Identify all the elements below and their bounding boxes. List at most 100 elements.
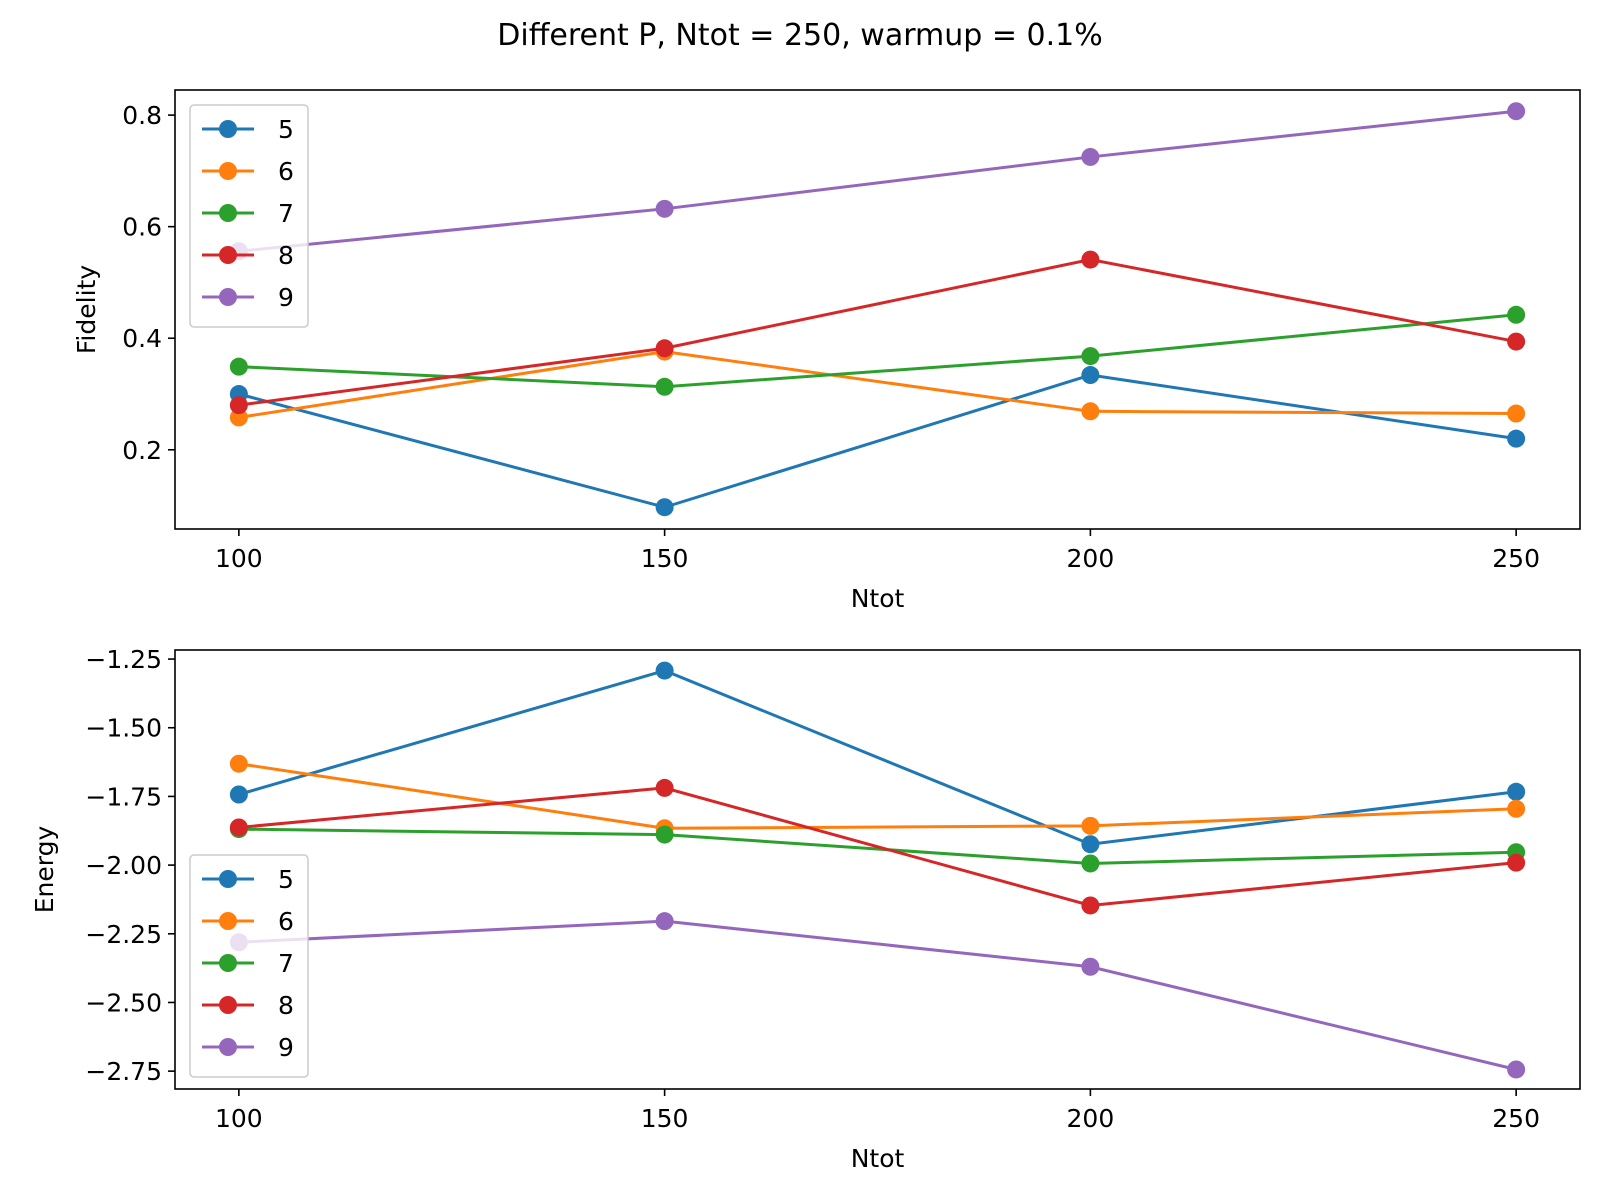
series-line <box>238 350 1517 419</box>
legend-item-9: 9 <box>202 283 294 312</box>
data-point <box>1081 896 1100 915</box>
legend-label: 5 <box>278 865 294 894</box>
legend-marker <box>219 246 237 264</box>
legend-label: 6 <box>278 907 294 936</box>
data-point <box>1507 782 1526 801</box>
chart-panel-2: 100 150 200 250 −1.25 −1.50 −1.75 −2.00 −2.25 −2.… <box>30 645 1581 1173</box>
x-axis-label: Ntot <box>851 1144 905 1173</box>
legend-marker <box>219 912 237 930</box>
legend-box <box>189 854 309 1078</box>
series-8 <box>229 250 1526 415</box>
legend-label: 8 <box>278 241 294 270</box>
x-tick-label: 150 <box>641 1104 689 1133</box>
series-9 <box>229 102 1526 261</box>
data-point <box>1507 799 1526 818</box>
legend-marker <box>219 870 237 888</box>
data-point <box>655 912 674 931</box>
data-point <box>1507 305 1526 324</box>
legend: 5 6 7 8 9 <box>189 104 309 328</box>
legend-box <box>189 104 309 328</box>
data-point <box>1081 816 1100 835</box>
data-point <box>1507 1060 1526 1079</box>
y-tick-label: −2.50 <box>85 988 162 1017</box>
x-axis-label: Ntot <box>851 584 905 613</box>
legend-item-6: 6 <box>202 907 294 936</box>
data-point <box>1081 957 1100 976</box>
legend-marker <box>219 120 237 138</box>
data-point <box>229 785 248 804</box>
legend-marker <box>219 204 237 222</box>
data-point <box>655 825 674 844</box>
data-point <box>1081 854 1100 873</box>
y-tick-label: 0.8 <box>122 101 162 130</box>
legend-label: 5 <box>278 115 294 144</box>
y-tick-label: −1.50 <box>85 714 162 743</box>
data-point <box>655 377 674 396</box>
data-point <box>229 357 248 376</box>
x-tick-label: 200 <box>1067 1104 1115 1133</box>
data-point <box>655 498 674 517</box>
legend-marker <box>219 288 237 306</box>
legend-item-8: 8 <box>202 991 294 1020</box>
x-tick-label: 100 <box>215 544 263 573</box>
data-point <box>1081 402 1100 421</box>
legend-label: 7 <box>278 949 294 978</box>
legend-item-7: 7 <box>202 199 294 228</box>
series-8 <box>229 778 1526 915</box>
series-6 <box>229 754 1526 838</box>
data-point <box>1081 366 1100 385</box>
series-line <box>238 109 1517 253</box>
data-point <box>655 339 674 358</box>
x-tick-label: 250 <box>1492 1104 1540 1133</box>
data-point <box>1081 347 1100 366</box>
y-tick-label: −2.25 <box>85 920 162 949</box>
legend-marker <box>219 996 237 1014</box>
data-point <box>229 754 248 773</box>
series-line <box>238 786 1517 908</box>
legend-marker <box>219 1038 237 1056</box>
legend-marker <box>219 954 237 972</box>
data-point <box>229 818 248 837</box>
figure-title: Different P, Ntot = 250, warmup = 0.1% <box>497 18 1103 53</box>
y-tick-label: 0.4 <box>122 324 162 353</box>
data-point <box>1081 147 1100 166</box>
legend-item-9: 9 <box>202 1033 294 1062</box>
plot-frame <box>174 649 1581 1090</box>
y-tick-label: 0.6 <box>122 213 162 242</box>
legend-marker <box>219 162 237 180</box>
y-axis-label: Fidelity <box>72 265 101 354</box>
y-axis-label: Energy <box>30 826 59 914</box>
data-point <box>1081 250 1100 269</box>
data-point <box>1081 835 1100 854</box>
plot-frame <box>174 89 1581 530</box>
data-point <box>1507 332 1526 351</box>
data-point <box>655 661 674 680</box>
legend-item-7: 7 <box>202 949 294 978</box>
chart-panel-1: 100 150 200 250 0.2 0.4 0.6 0.8 Ntot Fidelity 5 6 7 8… <box>72 89 1581 613</box>
x-tick-label: 200 <box>1067 544 1115 573</box>
data-point <box>1507 102 1526 121</box>
data-point <box>1507 404 1526 423</box>
y-tick-label: −2.00 <box>85 851 162 880</box>
series-9 <box>229 912 1526 1079</box>
x-tick-label: 250 <box>1492 544 1540 573</box>
data-point <box>1507 853 1526 872</box>
series-line <box>238 313 1517 389</box>
legend-item-5: 5 <box>202 115 294 144</box>
y-tick-label: −1.75 <box>85 782 162 811</box>
series-5 <box>229 661 1526 854</box>
legend-label: 7 <box>278 199 294 228</box>
data-point <box>1507 429 1526 448</box>
y-tick-label: −2.75 <box>85 1057 162 1086</box>
series-line <box>238 919 1517 1071</box>
data-point <box>229 396 248 415</box>
series-line <box>238 373 1517 509</box>
legend: 5 6 7 8 9 <box>189 854 309 1078</box>
series-6 <box>229 342 1526 427</box>
y-tick-label: 0.2 <box>122 436 162 465</box>
data-point <box>655 778 674 797</box>
data-point <box>655 199 674 218</box>
x-tick-label: 150 <box>641 544 689 573</box>
series-line <box>238 762 1517 830</box>
